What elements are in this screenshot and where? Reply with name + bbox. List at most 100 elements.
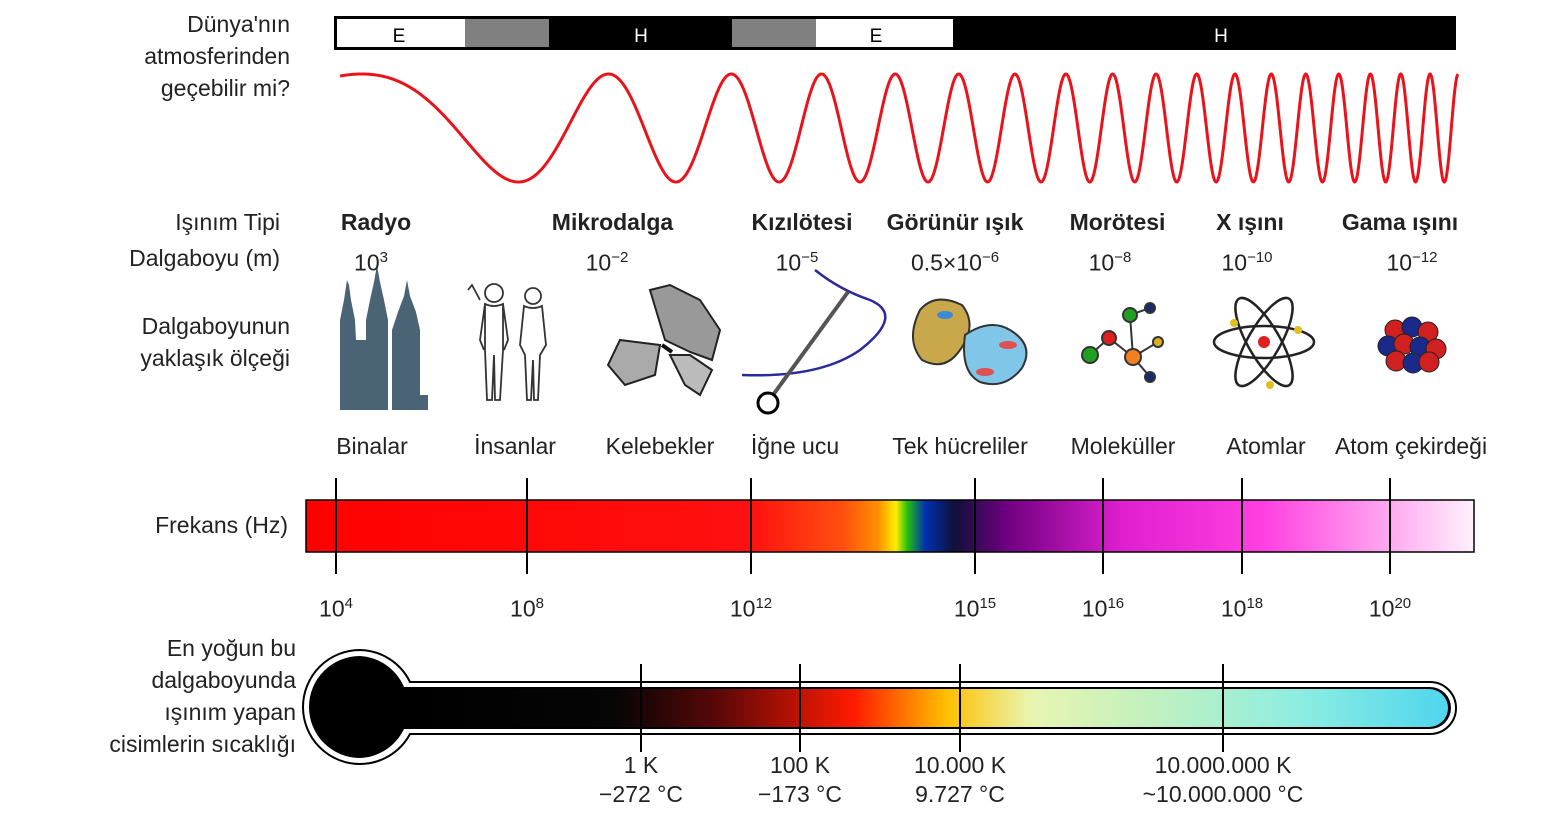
temperature-label-line: ışınım yapan — [164, 699, 296, 725]
frequency-base: 10 — [1081, 595, 1108, 622]
frequency-exponent: 15 — [979, 595, 997, 612]
thermometer-column — [404, 689, 1448, 727]
temperature-celsius: 9.727 °C — [915, 781, 1005, 807]
frequency-exponent: 16 — [1107, 595, 1125, 612]
wavelength-value: 10−10 — [1192, 242, 1302, 279]
scale-object: İnsanlar — [474, 433, 556, 459]
molecule-icon — [1081, 302, 1164, 383]
radiation-type-name: X ışını — [1216, 209, 1284, 235]
atmosphere-label: E — [393, 26, 406, 47]
temperature-celsius: −173 °C — [757, 781, 842, 807]
atmosphere-question-line: geçebilir mi? — [160, 75, 290, 101]
wavelength-base: 0.5×10 — [910, 249, 982, 276]
wavelength-exponent: −10 — [1247, 249, 1273, 266]
temperature-label-line: cisimlerin sıcaklığı — [109, 731, 296, 757]
wavelength-base: 10 — [1088, 249, 1115, 276]
temperature-label: En yoğun bu dalgaboyunda ışınım yapan ci… — [40, 632, 296, 760]
wavelength-value: 103 — [316, 242, 426, 279]
scale-label: Dalgaboyunun yaklaşık ölçeği — [60, 310, 290, 374]
wavelength-base: 10 — [354, 249, 380, 276]
frequency-exponent: 8 — [535, 595, 544, 612]
atmosphere-label: H — [1214, 26, 1228, 47]
temperature-kelvin: 10.000 K — [913, 752, 1007, 778]
radiation-type-name: Radyo — [340, 209, 412, 235]
butterfly-icon — [606, 283, 722, 397]
temperature-kelvin: 100 K — [769, 752, 831, 778]
atmosphere-question-line: Dünya'nın — [187, 11, 290, 37]
radiation-type-label: Işınım Tipi — [175, 209, 280, 235]
radiation-type-name: Morötesi — [1069, 209, 1166, 235]
wavelength-value: 10−2 — [552, 242, 662, 279]
frequency-base: 10 — [1368, 595, 1395, 622]
towers-icon — [340, 265, 428, 410]
wavelength-value: 0.5×10−6 — [885, 242, 1025, 279]
frequency-tick-label: 104 — [296, 588, 376, 625]
frequency-label: Frekans (Hz) — [155, 512, 288, 538]
atmosphere-bar — [334, 16, 1456, 50]
temperature-ticks — [640, 664, 1224, 752]
humans-icon — [467, 283, 547, 401]
frequency-tick-label: 1018 — [1202, 588, 1282, 625]
atmosphere-label: H — [634, 26, 648, 47]
frequency-tick-label: 108 — [487, 588, 567, 625]
atmosphere-question-line: atmosferinden — [144, 43, 290, 69]
atmosphere-segment-transparent — [337, 19, 465, 47]
temperature-tick-label: 10.000.000 K ~10.000.000 °C — [1113, 751, 1333, 809]
frequency-bar — [305, 499, 1475, 553]
thermometer — [302, 648, 1457, 766]
frequency-base: 10 — [1220, 595, 1247, 622]
frequency-ticks — [335, 478, 1391, 574]
scale-object: Moleküller — [1070, 433, 1176, 459]
frequency-exponent: 20 — [1394, 595, 1412, 612]
radiation-type-name: Kızılötesi — [751, 209, 853, 235]
temperature-kelvin: 1 K — [623, 752, 659, 778]
wavelength-base: 10 — [585, 249, 612, 276]
atmosphere-segment-partial — [732, 19, 816, 47]
frequency-base: 10 — [319, 595, 345, 622]
scale-object: Atomlar — [1226, 433, 1306, 459]
atmosphere-segment-transparent — [816, 19, 953, 47]
wavelength-label: Dalgaboyu (m) — [129, 245, 280, 271]
atmosphere-label: E — [870, 26, 883, 47]
scale-object: Binalar — [336, 433, 408, 459]
frequency-tick-label: 1012 — [711, 588, 791, 625]
frequency-tick-label: 1020 — [1350, 588, 1430, 625]
frequency-exponent: 18 — [1246, 595, 1264, 612]
wavelength-wave — [339, 72, 1460, 184]
atmosphere-segment-partial — [465, 19, 549, 47]
temperature-tick-label: 10.000 K 9.727 °C — [870, 751, 1050, 809]
frequency-base: 10 — [729, 595, 756, 622]
temperature-celsius: −272 °C — [598, 781, 683, 807]
radiation-type-name: Gama ışını — [1341, 209, 1459, 235]
frequency-exponent: 4 — [344, 595, 353, 612]
scale-object: İğne ucu — [750, 433, 840, 459]
scale-label-line: Dalgaboyunun — [141, 313, 290, 339]
frequency-exponent: 12 — [755, 595, 773, 612]
temperature-tick-label: 1 K −272 °C — [561, 751, 721, 809]
temperature-label-line: En yoğun bu — [166, 635, 296, 661]
scale-object: Kelebekler — [605, 433, 715, 459]
temperature-celsius: ~10.000.000 °C — [1142, 781, 1304, 807]
wavelength-exponent: −8 — [1114, 249, 1132, 266]
needle-icon — [741, 269, 887, 415]
cells-icon — [912, 298, 1028, 386]
nucleus-icon — [1377, 316, 1447, 374]
frequency-tick-label: 1015 — [935, 588, 1015, 625]
wavelength-exponent: −2 — [611, 249, 629, 266]
wavelength-exponent: −12 — [1412, 249, 1438, 266]
scale-object: Atom çekirdeği — [1334, 433, 1488, 459]
frequency-base: 10 — [953, 595, 980, 622]
wavelength-exponent: −6 — [981, 249, 1000, 266]
wavelength-value: 10−12 — [1357, 242, 1467, 279]
wavelength-exponent: −5 — [801, 249, 819, 266]
wavelength-value: 10−5 — [742, 242, 852, 279]
wavelength-base: 10 — [1386, 249, 1413, 276]
temperature-tick-label: 100 K −173 °C — [720, 751, 880, 809]
wavelength-exponent: 3 — [379, 249, 388, 266]
scale-object: Tek hücreliler — [892, 433, 1028, 459]
frequency-base: 10 — [510, 595, 536, 622]
wavelength-base: 10 — [1221, 249, 1248, 276]
frequency-tick-label: 1016 — [1063, 588, 1143, 625]
atmosphere-question: Dünya'nın atmosferinden geçebilir mi? — [60, 8, 290, 104]
